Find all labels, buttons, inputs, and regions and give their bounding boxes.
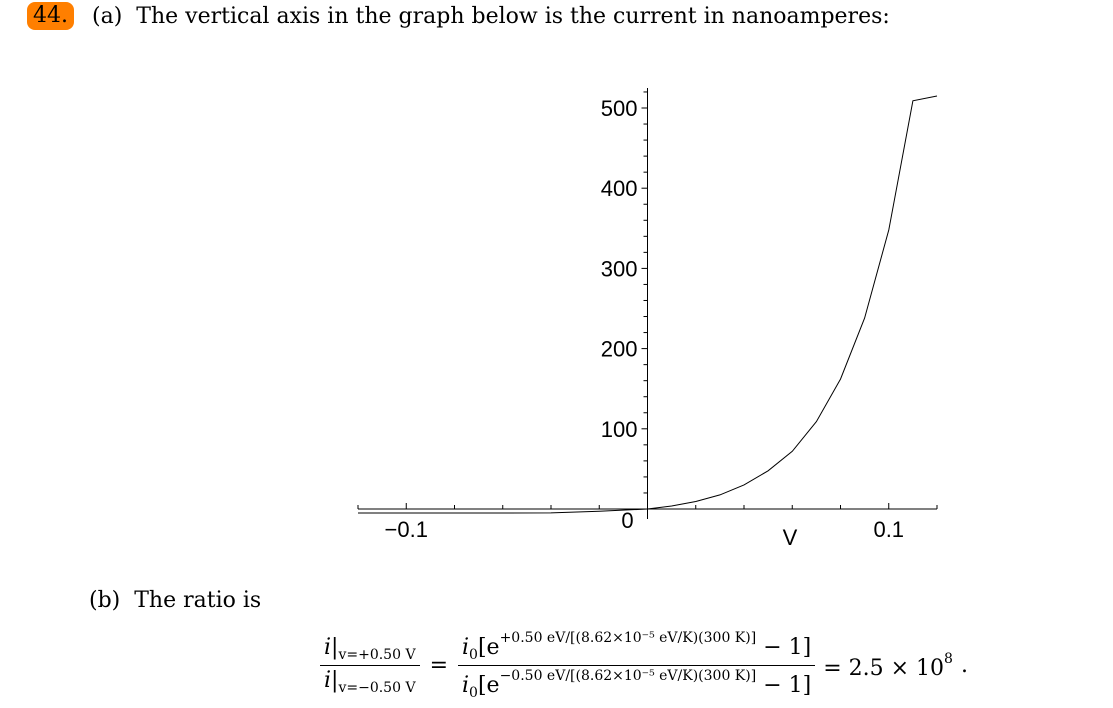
chart-ticks (357, 91, 938, 509)
equals-sign: = (429, 653, 448, 678)
chart-tick-labels: 100 200 300 400 500 −0.1 0 0.1 (385, 96, 905, 542)
x-tick-label: −0.1 (385, 517, 428, 542)
rhs-denominator: i0[e−0.50 eV/[(8.62×10⁻⁵ eV/K)(300 K)] −… (462, 668, 812, 701)
chart-axes (358, 88, 937, 519)
x-tick-label: 0.1 (873, 517, 904, 542)
series-line (358, 95, 938, 514)
ratio-equation: i|v=+0.50 V i|v=−0.50 V = i0[e+0.50 eV/[… (316, 630, 968, 701)
lhs-fraction: i|v=+0.50 V i|v=−0.50 V (320, 635, 420, 696)
current-voltage-chart: 100 200 300 400 500 −0.1 0 0.1 V (357, 88, 938, 550)
part-b-line: (b) The ratio is (89, 588, 261, 613)
lhs-denominator: i|v=−0.50 V (324, 668, 416, 696)
problem-header: 44. (a) The vertical axis in the graph b… (27, 0, 890, 32)
y-tick-label: 100 (601, 417, 638, 442)
part-a-label: (a) (92, 3, 123, 29)
x-tick-label: 0 (621, 508, 633, 533)
part-b-text: The ratio is (134, 588, 262, 613)
lhs-numerator: i|v=+0.50 V (324, 635, 416, 663)
y-tick-label: 500 (601, 96, 638, 121)
result-value: = 2.5 × 108 (823, 650, 953, 681)
part-a-text: The vertical axis in the graph below is … (136, 3, 890, 29)
period: . (960, 653, 968, 678)
part-b-label: (b) (89, 588, 121, 613)
x-axis-label: V (783, 525, 798, 550)
y-tick-label: 300 (601, 256, 638, 281)
problem-number-badge: 44. (27, 2, 74, 30)
rhs-numerator: i0[e+0.50 eV/[(8.62×10⁻⁵ eV/K)(300 K)] −… (462, 630, 812, 663)
y-tick-label: 400 (601, 176, 638, 201)
y-tick-label: 200 (601, 337, 638, 362)
rhs-fraction: i0[e+0.50 eV/[(8.62×10⁻⁵ eV/K)(300 K)] −… (458, 630, 816, 701)
